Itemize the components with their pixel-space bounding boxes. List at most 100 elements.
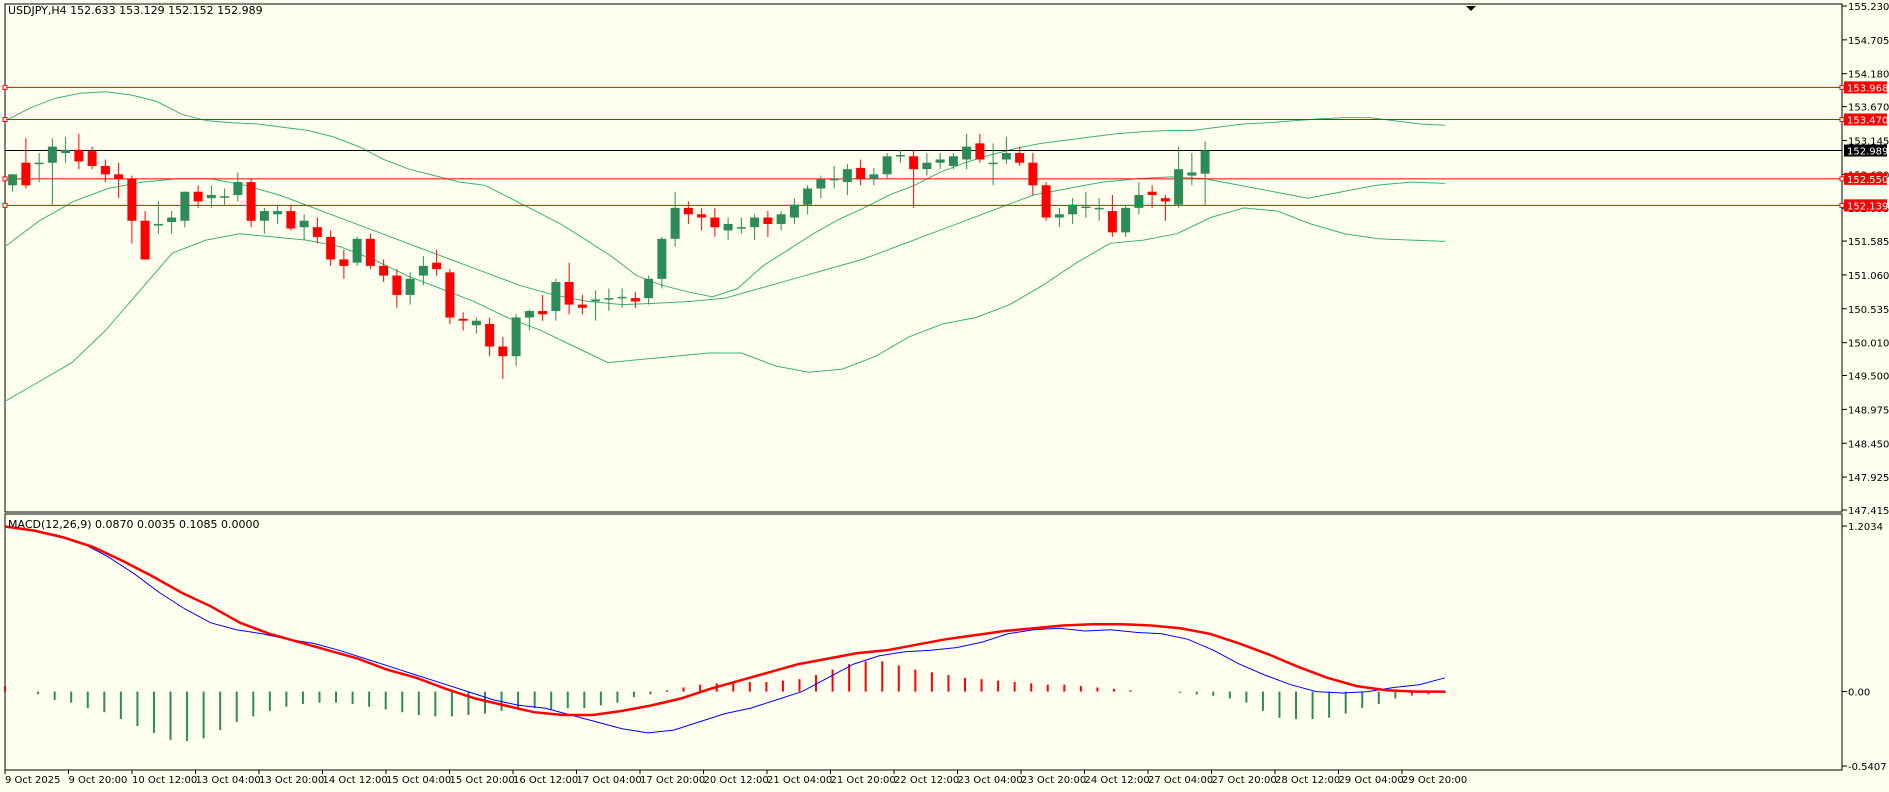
candle-bull bbox=[1134, 194, 1144, 208]
time-axis-label: 17 Oct 04:00 bbox=[577, 775, 642, 786]
price-axis-label: 154.180 bbox=[1848, 70, 1889, 81]
candle-bear bbox=[564, 282, 574, 305]
candle-bear bbox=[432, 262, 442, 270]
price-axis-label: 148.450 bbox=[1848, 439, 1889, 450]
candle-bull bbox=[988, 162, 998, 165]
candle-bull bbox=[789, 204, 799, 218]
candle-bear bbox=[498, 346, 508, 357]
candle-bull bbox=[471, 320, 481, 326]
candle-bear bbox=[630, 298, 640, 302]
candle-bull bbox=[1174, 169, 1184, 205]
candle-bull bbox=[657, 238, 667, 279]
candle-bull bbox=[829, 178, 839, 181]
candle-bull bbox=[299, 220, 309, 228]
price-axis-label: 151.060 bbox=[1848, 271, 1889, 282]
candle-bear bbox=[1107, 211, 1117, 233]
candle-bear bbox=[312, 227, 322, 237]
candle-bull bbox=[418, 265, 428, 276]
candle-bull bbox=[736, 227, 746, 229]
time-axis-label: 24 Oct 12:00 bbox=[1085, 775, 1150, 786]
candle-bull bbox=[34, 162, 44, 165]
candle-bear bbox=[193, 191, 203, 202]
price-level-label: 152.989 bbox=[1847, 147, 1888, 158]
macd-line bbox=[4, 526, 1446, 734]
candle-bear bbox=[326, 236, 336, 260]
candle-bull bbox=[206, 194, 216, 199]
candle-bear bbox=[445, 272, 455, 318]
candle-bear bbox=[100, 165, 110, 175]
candle-bull bbox=[180, 191, 190, 221]
main-pane-frame bbox=[4, 3, 1843, 513]
time-axis-label: 10 Oct 12:00 bbox=[132, 775, 197, 786]
time-axis-label: 23 Oct 20:00 bbox=[1021, 775, 1086, 786]
candle-bull bbox=[8, 174, 18, 186]
time-axis-label: 17 Oct 20:00 bbox=[640, 775, 705, 786]
candle-bull bbox=[153, 223, 163, 226]
candle-bear bbox=[763, 217, 773, 224]
candle-bull bbox=[803, 188, 813, 205]
candle-bull bbox=[405, 278, 415, 295]
candle-bull bbox=[962, 146, 972, 160]
candle-bull bbox=[167, 217, 177, 223]
candle-bull bbox=[670, 207, 680, 239]
main-pane: 155.230154.705154.180153.670153.145152.6… bbox=[2, 2, 1889, 517]
candle-bull bbox=[61, 149, 71, 154]
macd-pane: 1.2034 0.00 -0.5407 bbox=[4, 513, 1887, 773]
bollinger-lower-line bbox=[4, 207, 1446, 402]
candle-bear bbox=[140, 220, 150, 260]
candle-bull bbox=[273, 211, 283, 215]
candle-bear bbox=[127, 178, 137, 221]
signal-line bbox=[4, 525, 1445, 717]
time-axis-label: 21 Oct 20:00 bbox=[831, 775, 896, 786]
candle-bear bbox=[710, 217, 720, 228]
candle-bull bbox=[591, 299, 601, 302]
price-level-tag bbox=[1844, 144, 1887, 157]
macd-axis-label: 1.2034 bbox=[1848, 522, 1883, 533]
macd-header: MACD(12,26,9) 0.0870 0.0035 0.1085 0.000… bbox=[8, 518, 260, 531]
candle-bear bbox=[683, 207, 693, 215]
time-axis-label: 15 Oct 20:00 bbox=[450, 775, 515, 786]
price-level-label: 152.550 bbox=[1847, 175, 1888, 186]
price-level-tag bbox=[1844, 113, 1887, 126]
time-axis-label: 27 Oct 04:00 bbox=[1148, 775, 1213, 786]
time-axis-label: 20 Oct 12:00 bbox=[704, 775, 769, 786]
candle-bull bbox=[233, 182, 243, 195]
candle-bear bbox=[1028, 162, 1038, 186]
price-level-label: 153.968 bbox=[1847, 83, 1888, 94]
candle-bear bbox=[856, 167, 866, 179]
candle-bull bbox=[551, 282, 561, 312]
price-level-tag bbox=[1844, 172, 1887, 185]
time-axis-label: 22 Oct 12:00 bbox=[894, 775, 959, 786]
candle-bear bbox=[975, 143, 985, 160]
candle-bear bbox=[458, 318, 468, 321]
macd-pane-frame bbox=[4, 513, 1843, 771]
price-axis-label: 150.010 bbox=[1848, 339, 1889, 350]
candle-bull bbox=[842, 169, 852, 183]
candle-bull bbox=[644, 278, 654, 299]
bollinger-upper-line bbox=[4, 91, 1446, 298]
candle-bull bbox=[47, 146, 57, 163]
candle-bear bbox=[577, 304, 587, 308]
time-axis-label: 15 Oct 04:00 bbox=[386, 775, 451, 786]
price-axis-label: 151.585 bbox=[1848, 237, 1889, 248]
macd-axis-label: 0.00 bbox=[1848, 688, 1870, 699]
candle-bull bbox=[776, 214, 786, 224]
price-level-label: 153.470 bbox=[1847, 116, 1888, 127]
level-anchor-handle bbox=[2, 202, 8, 208]
candle-bear bbox=[538, 311, 548, 315]
candle-bull bbox=[604, 298, 614, 300]
level-anchor-handle bbox=[2, 117, 8, 123]
candle-bull bbox=[511, 317, 521, 357]
candle-bull bbox=[935, 159, 945, 163]
level-anchor-handle bbox=[1839, 117, 1845, 123]
candle-bull bbox=[1054, 214, 1064, 218]
time-axis-label: 23 Oct 04:00 bbox=[958, 775, 1023, 786]
candle-bull bbox=[1081, 206, 1091, 209]
level-anchor-handle bbox=[1839, 176, 1845, 182]
candle-bull bbox=[259, 211, 269, 221]
candle-bear bbox=[21, 162, 31, 186]
candle-bear bbox=[485, 323, 495, 347]
candle-bull bbox=[1068, 204, 1078, 215]
